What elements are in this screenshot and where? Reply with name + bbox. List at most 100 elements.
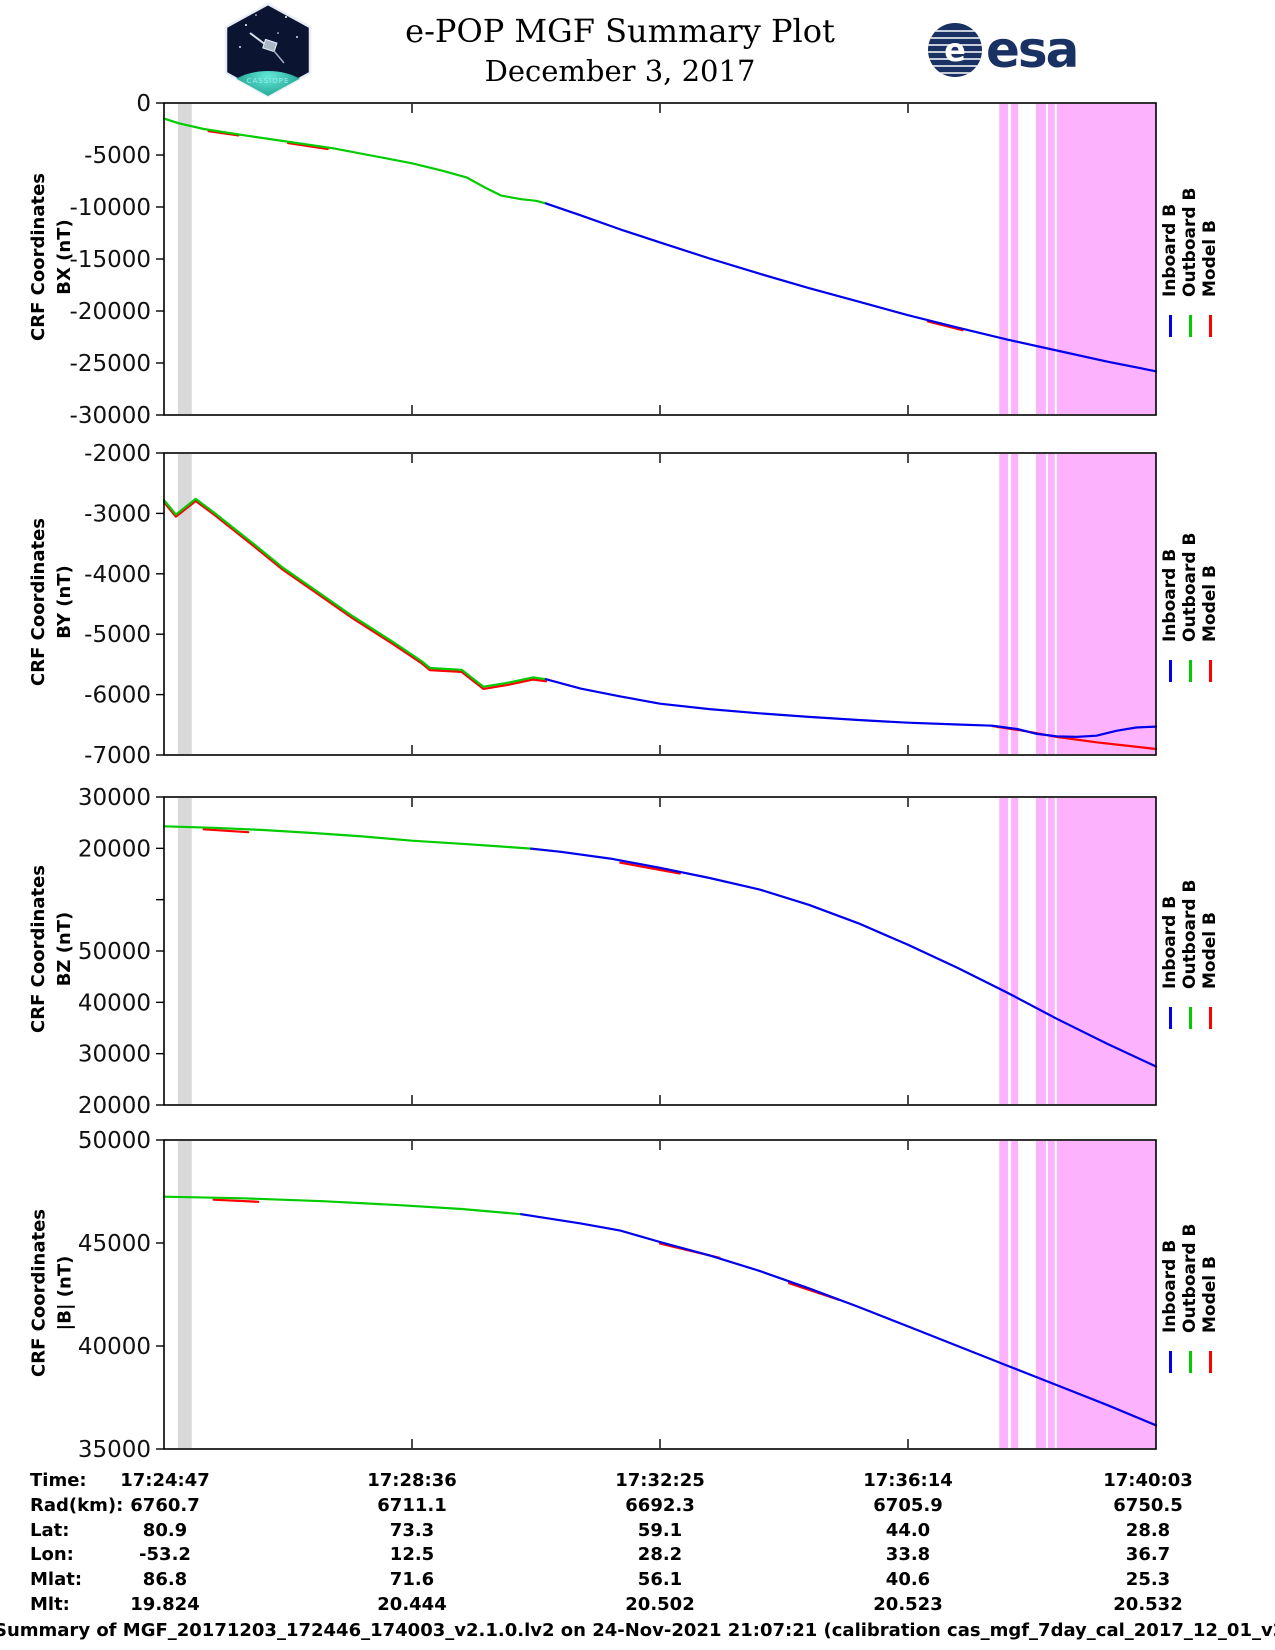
series-line-model-b (162, 499, 548, 690)
table-cell: 71.6 (389, 1569, 435, 1591)
table-cell: 6750.5 (1113, 1494, 1183, 1516)
panel-svg-BY: -2000 -3000 -4000 -5000 -6000 -7000 (84, 441, 1158, 769)
pink-dropout-band (1035, 454, 1046, 754)
legend-BZ: Inboard B Outboard B Model B (1160, 875, 1220, 1029)
patch-label: CASSIOPE (247, 77, 290, 85)
y-tick-label: -4000 (84, 562, 151, 588)
legend-item-outboard-b: Outboard B (1180, 875, 1200, 1029)
y-axis-label-line1: CRF Coordinates (28, 518, 49, 686)
legend-label: Outboard B (1180, 879, 1200, 989)
table-cell: 20.532 (1113, 1594, 1183, 1615)
legend-label: Outboard B (1180, 532, 1200, 642)
axes-box (163, 1139, 1157, 1450)
y-tick-label: -7000 (84, 743, 151, 769)
table-cell: 20.444 (377, 1594, 447, 1615)
table-cell: 44.0 (885, 1519, 931, 1541)
y-tick-label: 30000 (78, 1042, 151, 1068)
y-tick-label: 40000 (78, 1334, 151, 1360)
page-subtitle: December 3, 2017 (484, 54, 756, 88)
series-line-outboard-b (162, 497, 548, 688)
y-tick-label: -20000 (70, 299, 151, 325)
table-cell: 6705.9 (873, 1494, 943, 1516)
panel-svg-Bmag: 50000 45000 40000 35000 (78, 1128, 1158, 1463)
series-line-inboard-b (529, 847, 1158, 1068)
series-line-model-b (787, 1282, 840, 1301)
series-line-outboard-b (162, 825, 533, 850)
y-axis-label-Bmag: CRF Coordinates |B| (nT) (26, 1138, 78, 1447)
table-cell: -53.2 (139, 1544, 191, 1566)
page-title: e-POP MGF Summary Plot (405, 12, 835, 50)
table-cell: 28.2 (637, 1544, 683, 1566)
table-row-label: Mlat: (30, 1569, 83, 1591)
y-tick-label: -5000 (84, 622, 151, 648)
table-cell: 6760.7 (130, 1494, 200, 1516)
table-cell: 20.502 (625, 1594, 695, 1615)
legend-label: Model B (1200, 1255, 1220, 1333)
pink-dropout-band (1011, 104, 1019, 414)
gray-band (177, 454, 192, 754)
y-axis-label-line1: CRF Coordinates (28, 173, 49, 341)
legend-item-outboard-b: Outboard B (1180, 528, 1200, 682)
chart-title-block: e-POP MGF Summary Plot December 3, 2017 (250, 10, 990, 90)
y-tick-label: 0 (136, 91, 151, 117)
series-line-model-b (658, 1242, 721, 1259)
table-cell: 12.5 (389, 1544, 435, 1566)
legend-item-inboard-b: Inboard B (1160, 528, 1180, 682)
table-row-label: Rad(km): (30, 1494, 124, 1516)
legend-BX: Inboard B Outboard B Model B (1160, 183, 1220, 337)
table-cell: 86.8 (142, 1569, 188, 1591)
pink-dropout-band (1035, 1141, 1046, 1448)
y-tick-label: 50000 (78, 1128, 151, 1154)
legend-line-sample-outboard (1188, 660, 1192, 682)
legend-line-sample-outboard (1188, 1007, 1192, 1029)
panel-svg-BZ: 30000 20000 50000 40000 30000 20000 (78, 785, 1158, 1119)
pink-dropout-band (1047, 454, 1055, 754)
table-cell: 28.8 (1125, 1519, 1171, 1541)
pink-dropout-band (999, 1141, 1009, 1448)
pink-dropout-band (1056, 104, 1156, 414)
y-axis-label-line2: |B| (nT) (54, 1255, 75, 1330)
legend-line-sample-inboard (1168, 1350, 1172, 1373)
table-cell: 25.3 (1125, 1569, 1171, 1591)
pink-dropout-band (1056, 798, 1156, 1104)
esa-globe-icon: e (928, 23, 982, 77)
y-tick-label: 30000 (78, 785, 151, 811)
y-tick-label: 20000 (78, 836, 151, 862)
legend-line-sample-model (1208, 1350, 1212, 1373)
gray-band (177, 1141, 192, 1448)
table-cell: 17:24:47 (120, 1470, 210, 1491)
table-cell: 17:36:14 (863, 1470, 953, 1491)
panel-BZ: 30000 20000 50000 40000 30000 20000 (0, 771, 1275, 1131)
legend-BY: Inboard B Outboard B Model B (1160, 528, 1220, 682)
legend-item-outboard-b: Outboard B (1180, 183, 1200, 337)
series-line-inboard-b (544, 678, 1158, 738)
axes-box (163, 796, 1157, 1106)
series-line-model-b (991, 724, 1158, 751)
series-line-outboard-b (162, 1195, 523, 1216)
y-tick-label: -15000 (70, 247, 151, 273)
table-cell: 6692.3 (625, 1494, 695, 1516)
y-tick-label: -5000 (84, 143, 151, 169)
panel-BX: 0 -5000 -10000 -15000 -20000 -25000 -30000 (0, 77, 1275, 441)
y-tick-label: -3000 (84, 501, 151, 527)
pink-dropout-band (1011, 798, 1019, 1104)
y-axis-label-line1: CRF Coordinates (28, 865, 49, 1033)
pink-dropout-band (1011, 454, 1019, 754)
gray-band (177, 798, 192, 1104)
pink-dropout-band (1047, 1141, 1055, 1448)
cassiope-mission-patch: CASSIOPE (222, 3, 314, 97)
esa-wordmark: esa (986, 21, 1079, 79)
legend-item-model-b: Model B (1200, 875, 1220, 1029)
series-line-outboard-b (162, 117, 548, 205)
pink-dropout-band (1047, 798, 1055, 1104)
table-cell: 17:40:03 (1103, 1470, 1193, 1491)
y-axis-label-BZ: CRF Coordinates BZ (nT) (26, 795, 78, 1103)
series-line-model-b (207, 129, 240, 137)
pink-dropout-band (1056, 454, 1156, 754)
legend-item-model-b: Model B (1200, 1219, 1220, 1373)
gray-band (177, 104, 192, 414)
legend-label: Inboard B (1160, 203, 1180, 297)
series-line-inboard-b (519, 1213, 1158, 1427)
panel-svg-BX: 0 -5000 -10000 -15000 -20000 -25000 -30000 (70, 91, 1158, 429)
